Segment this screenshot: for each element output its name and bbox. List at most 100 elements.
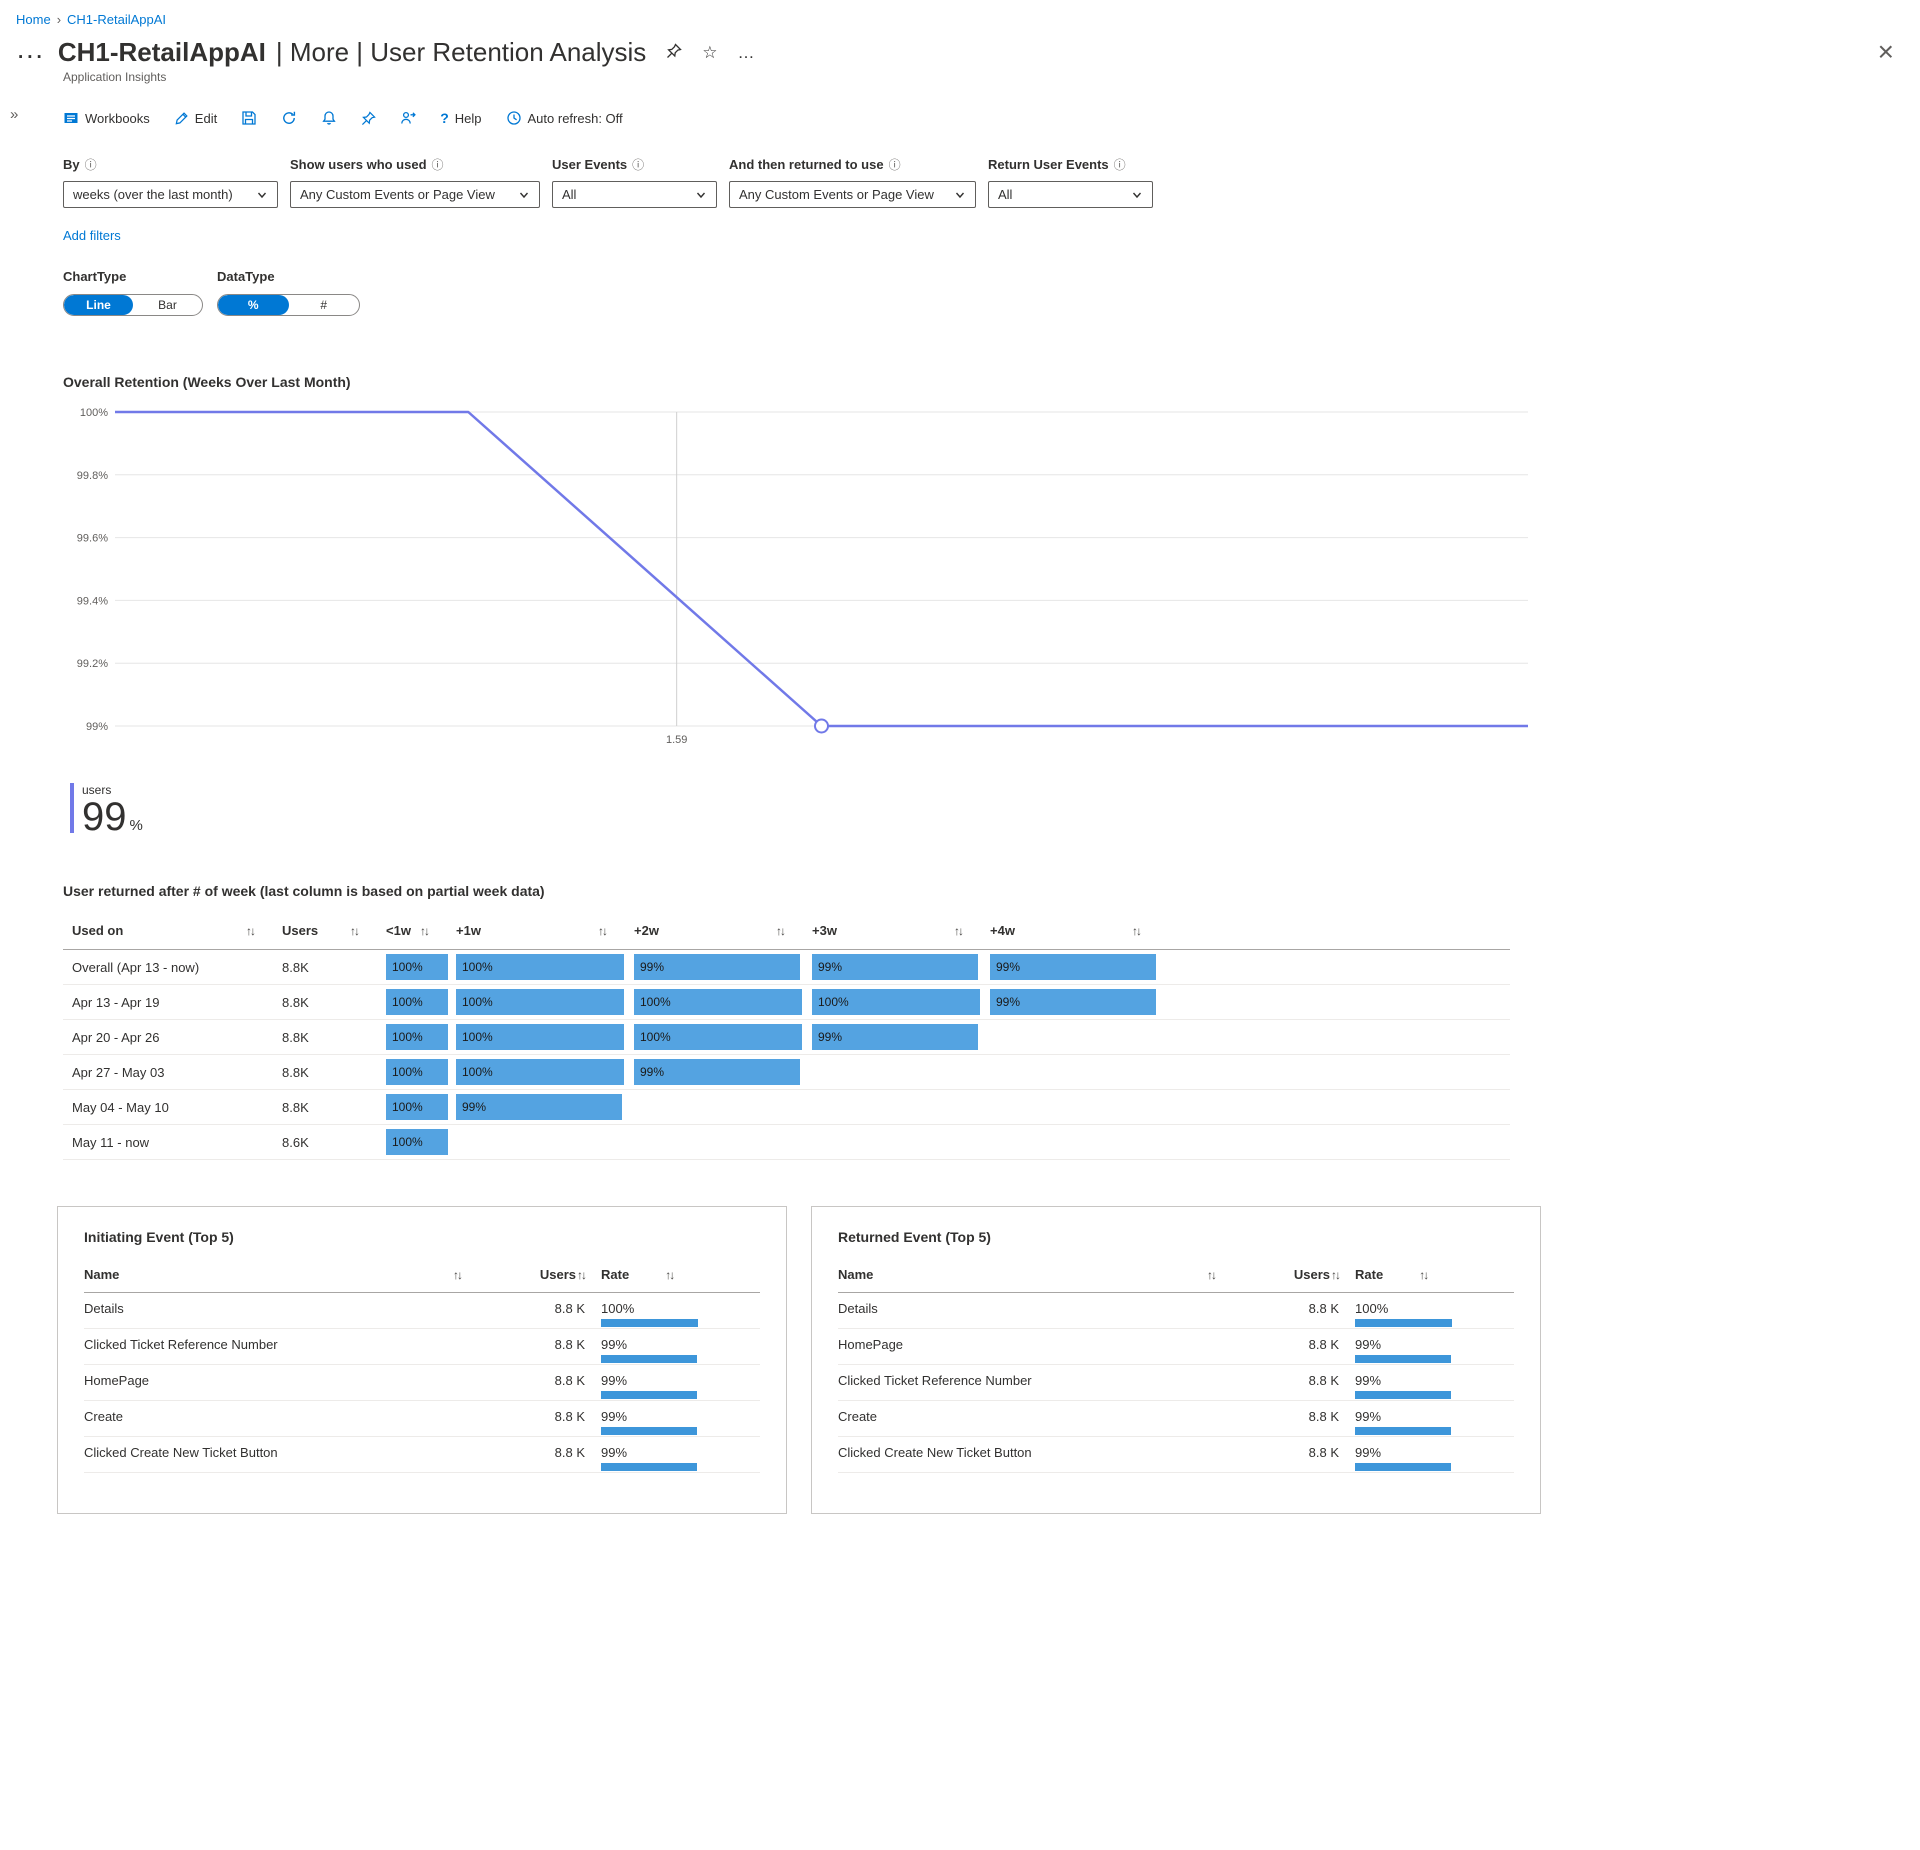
more-options-icon[interactable]: …	[737, 43, 755, 62]
chart-type-option-bar[interactable]: Bar	[158, 298, 177, 312]
column-header-rate[interactable]: Rate ↑↓	[1339, 1267, 1514, 1282]
sort-icon[interactable]: ↑↓	[1132, 923, 1142, 938]
retention-bar[interactable]: 100%	[456, 954, 624, 980]
users-cell: 8.8K	[282, 959, 309, 975]
sort-icon[interactable]: ↑↓	[1419, 1267, 1429, 1282]
column-header-3w[interactable]: +3w ↑↓	[812, 923, 990, 938]
share-users-button[interactable]	[400, 110, 417, 126]
info-icon[interactable]: ⓘ	[84, 158, 97, 172]
column-header-1w[interactable]: <1w ↑↓	[386, 923, 456, 938]
workbooks-label: Workbooks	[85, 110, 150, 126]
help-button[interactable]: ? Help	[440, 110, 481, 126]
retention-bar[interactable]: 99%	[634, 1059, 800, 1085]
favorite-star-icon[interactable]: ☆	[702, 43, 718, 62]
retention-bar[interactable]: 99%	[812, 1024, 978, 1050]
breadcrumb: Home › CH1-RetailAppAI	[0, 0, 1920, 27]
filter-return-user-events-dropdown[interactable]: All	[988, 181, 1153, 208]
retention-bar[interactable]: 100%	[456, 1059, 624, 1085]
refresh-button[interactable]	[281, 110, 297, 126]
retention-bar[interactable]: 100%	[456, 1024, 624, 1050]
retention-bar[interactable]: 99%	[990, 954, 1156, 980]
alert-bell-button[interactable]	[321, 110, 337, 126]
sort-icon[interactable]: ↑↓	[776, 923, 786, 938]
pin-to-dashboard-button[interactable]	[361, 110, 377, 126]
chart-legend[interactable]: users 99 %	[70, 783, 1920, 837]
retention-bar[interactable]: 99%	[634, 954, 800, 980]
event-rate-cell: 99%	[585, 1337, 760, 1363]
column-header-2w[interactable]: +2w ↑↓	[634, 923, 812, 938]
breadcrumb-home-link[interactable]: Home	[16, 12, 51, 27]
retention-cell: 100%	[386, 1059, 456, 1085]
retention-bar[interactable]: 99%	[990, 989, 1156, 1015]
retention-bar[interactable]: 100%	[386, 1094, 448, 1120]
chevron-down-icon	[519, 192, 529, 198]
data-type-toggle: DataType % #	[217, 269, 360, 316]
sidebar-expander-icon[interactable]: »	[10, 106, 19, 123]
toggle-bar: ChartType Line Bar DataType % #	[63, 269, 1920, 316]
column-header-name[interactable]: Name ↑↓	[84, 1267, 503, 1282]
workbooks-button[interactable]: Workbooks	[63, 110, 150, 126]
filter-returned-to-use-dropdown[interactable]: Any Custom Events or Page View	[729, 181, 976, 208]
column-header-users[interactable]: Users ↑↓	[1257, 1267, 1341, 1282]
rate-bar	[1355, 1355, 1451, 1363]
sort-icon[interactable]: ↑↓	[665, 1267, 675, 1282]
retention-bar[interactable]: 100%	[634, 989, 802, 1015]
sort-icon[interactable]: ↑↓	[1207, 1267, 1217, 1282]
retention-bar[interactable]: 99%	[456, 1094, 622, 1120]
column-header-used-on[interactable]: Used on ↑↓	[63, 923, 282, 938]
close-icon[interactable]: ×	[1877, 36, 1894, 68]
event-users-cell: 8.8 K	[1308, 1409, 1339, 1424]
retention-line-chart[interactable]: 100% 99.8% 99.6% 99.4% 99.2% 99% 1.59	[57, 402, 1920, 757]
filter-user-events-dropdown[interactable]: All	[552, 181, 717, 208]
column-header-name[interactable]: Name ↑↓	[838, 1267, 1257, 1282]
retention-bar[interactable]: 100%	[386, 989, 448, 1015]
column-header-rate[interactable]: Rate ↑↓	[585, 1267, 760, 1282]
info-icon[interactable]: ⓘ	[1113, 158, 1126, 172]
sort-icon[interactable]: ↑↓	[954, 923, 964, 938]
retention-cell: 100%	[386, 1129, 456, 1155]
data-type-option-count[interactable]: #	[320, 298, 328, 312]
column-header-label: +4w	[990, 923, 1015, 938]
sort-icon[interactable]: ↑↓	[350, 923, 360, 938]
sort-icon[interactable]: ↑↓	[1331, 1267, 1341, 1282]
retention-bar[interactable]: 99%	[812, 954, 978, 980]
sort-icon[interactable]: ↑↓	[420, 923, 430, 938]
page-header: ... CH1-RetailAppAI | More | User Retent…	[0, 37, 1920, 68]
save-button[interactable]	[241, 110, 257, 126]
sort-icon[interactable]: ↑↓	[577, 1267, 587, 1282]
info-icon[interactable]: ⓘ	[431, 158, 444, 172]
legend-color-bar	[70, 783, 74, 833]
retention-bar[interactable]: 100%	[812, 989, 980, 1015]
toolbar-pin-icon	[361, 110, 377, 126]
sort-icon[interactable]: ↑↓	[598, 923, 608, 938]
column-header-4w[interactable]: +4w ↑↓	[990, 923, 1168, 938]
retention-bar[interactable]: 100%	[386, 1059, 448, 1085]
initiating-event-panel: Initiating Event (Top 5) Name ↑↓ Users ↑↓ Ra…	[57, 1206, 787, 1514]
retention-cell: 99%	[990, 989, 1168, 1015]
edit-button[interactable]: Edit	[174, 111, 217, 126]
rate-bar	[601, 1319, 698, 1327]
sort-icon[interactable]: ↑↓	[453, 1267, 463, 1282]
breadcrumb-current-link[interactable]: CH1-RetailAppAI	[67, 12, 167, 27]
info-icon[interactable]: ⓘ	[888, 158, 901, 172]
column-header-1w[interactable]: +1w ↑↓	[456, 923, 634, 938]
sort-icon[interactable]: ↑↓	[246, 923, 256, 938]
retention-bar[interactable]: 100%	[386, 954, 448, 980]
column-header-users[interactable]: Users ↑↓	[503, 1267, 587, 1282]
table-row: Clicked Ticket Reference Number 8.8 K 99%	[838, 1365, 1514, 1401]
retention-bar[interactable]: 100%	[634, 1024, 802, 1050]
chart-type-option-line[interactable]: Line	[64, 295, 133, 315]
auto-refresh-button[interactable]: Auto refresh: Off	[506, 110, 623, 126]
title-overflow-dots[interactable]: ...	[18, 41, 46, 63]
used-on-cell: Apr 13 - Apr 19	[72, 994, 160, 1010]
info-icon[interactable]: ⓘ	[632, 158, 645, 172]
filter-by-dropdown[interactable]: weeks (over the last month)	[63, 181, 278, 208]
retention-bar[interactable]: 100%	[386, 1129, 448, 1155]
data-type-option-percent[interactable]: %	[218, 295, 289, 315]
retention-bar[interactable]: 100%	[456, 989, 624, 1015]
filter-show-users-dropdown[interactable]: Any Custom Events or Page View	[290, 181, 540, 208]
add-filters-link[interactable]: Add filters	[63, 228, 121, 243]
pin-icon[interactable]	[666, 43, 683, 62]
column-header-users[interactable]: Users ↑↓	[282, 923, 386, 938]
retention-bar[interactable]: 100%	[386, 1024, 448, 1050]
